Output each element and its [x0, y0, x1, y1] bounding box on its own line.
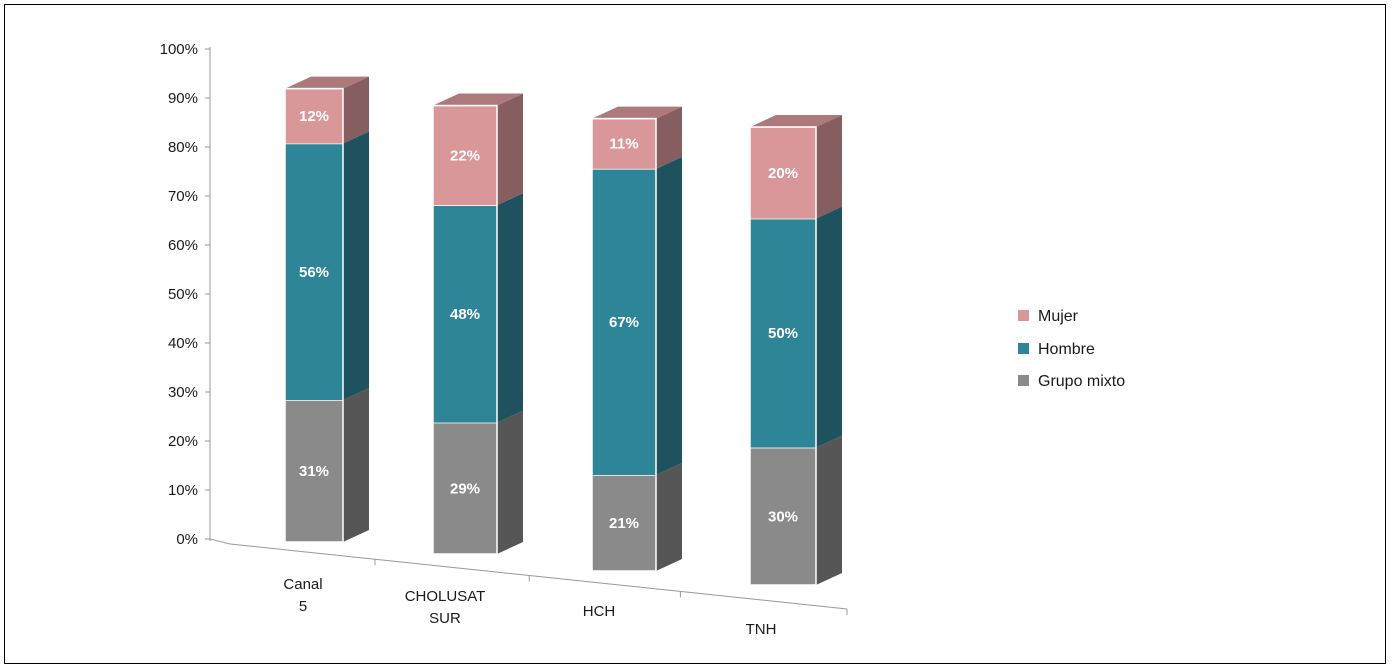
bar-segment	[750, 218, 816, 448]
data-label: 22%	[450, 147, 480, 164]
bar-top	[750, 115, 842, 127]
axes: 0% 10% 20% 30% 40% 50% 60% 70% 80% 90% 100% Canal 5 C…	[160, 41, 848, 638]
bar-segment-side	[497, 93, 523, 206]
bar-outline	[284, 87, 344, 543]
y-tick-label: 70%	[168, 188, 198, 205]
bar-segment	[750, 447, 816, 585]
data-labels: 31% 56% 12% 29% 48% 22% 21% 67% 11% 30% 50% 20%	[299, 108, 798, 532]
data-label: 50%	[768, 325, 798, 342]
bar-outline	[749, 126, 817, 586]
bar-segment-side	[816, 206, 842, 448]
bar-segment	[433, 422, 497, 554]
bar-segment-side	[816, 115, 842, 219]
data-label: 56%	[299, 264, 329, 281]
data-label: 20%	[768, 165, 798, 182]
bar-segment	[750, 127, 816, 219]
bar-segment-side	[343, 131, 369, 401]
bar-outline	[432, 104, 498, 555]
legend-swatch	[1018, 343, 1029, 354]
y-tick-label: 0%	[176, 531, 198, 548]
bar-top	[592, 106, 682, 119]
bar-segment	[285, 143, 343, 401]
legend-label: Hombre	[1038, 341, 1095, 358]
data-label: 31%	[299, 463, 329, 480]
data-label: 67%	[609, 314, 639, 331]
y-tick-label: 10%	[168, 482, 198, 499]
bar-segment-side	[656, 106, 682, 169]
data-label: 21%	[609, 515, 639, 532]
y-tick-label: 60%	[168, 237, 198, 254]
bar-segment	[285, 88, 343, 144]
bar-segment-side	[497, 193, 523, 423]
x-axis-line	[229, 543, 848, 610]
bar-segment	[592, 168, 656, 476]
data-label: 30%	[768, 508, 798, 525]
bar-segment-side	[656, 156, 682, 476]
bar-segment	[592, 118, 656, 169]
bar-top	[433, 93, 523, 106]
bar-segment	[592, 475, 656, 571]
y-tick-label: 20%	[168, 433, 198, 450]
floor-edge	[209, 538, 231, 545]
bar-segment	[285, 400, 343, 542]
bar-segment	[433, 205, 497, 423]
bar-segment-side	[656, 463, 682, 571]
legend: Mujer Hombre Grupo mixto	[1018, 308, 1125, 390]
data-label: 12%	[299, 108, 329, 125]
stacked-bar-chart: 0% 10% 20% 30% 40% 50% 60% 70% 80% 90% 100% Canal 5 C…	[160, 41, 1126, 638]
legend-swatch	[1018, 310, 1029, 321]
legend-swatch	[1018, 375, 1029, 386]
data-label: 29%	[450, 480, 480, 497]
legend-label: Mujer	[1038, 308, 1079, 325]
bar-outline	[591, 117, 657, 572]
bars	[284, 76, 842, 586]
bar-segment-side	[343, 76, 369, 144]
x-category-label: CHOLUSAT SUR	[405, 588, 486, 627]
bar-segment-side	[497, 410, 523, 554]
y-tick-label: 90%	[168, 90, 198, 107]
x-category-label: TNH	[746, 621, 777, 638]
data-label: 48%	[450, 306, 480, 323]
data-label: 11%	[609, 136, 638, 153]
chart-frame: 0% 10% 20% 30% 40% 50% 60% 70% 80% 90% 100% Canal 5 C…	[4, 4, 1386, 664]
y-tick-label: 40%	[168, 335, 198, 352]
y-tick-label: 100%	[160, 41, 198, 58]
y-tick-label: 30%	[168, 384, 198, 401]
bar-segment	[433, 105, 497, 206]
y-tick-label: 50%	[168, 286, 198, 303]
bar-segment-side	[816, 435, 842, 585]
bar-top	[285, 76, 369, 89]
y-tick-label: 80%	[168, 139, 198, 156]
x-category-label: HCH	[583, 603, 616, 620]
bar-segment-side	[343, 388, 369, 542]
x-category-label: Canal 5	[283, 576, 322, 615]
legend-label: Grupo mixto	[1038, 373, 1125, 390]
